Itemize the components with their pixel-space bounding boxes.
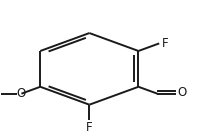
Text: O: O xyxy=(17,87,26,100)
Text: F: F xyxy=(86,121,93,134)
Text: O: O xyxy=(178,86,187,99)
Text: F: F xyxy=(162,37,169,50)
